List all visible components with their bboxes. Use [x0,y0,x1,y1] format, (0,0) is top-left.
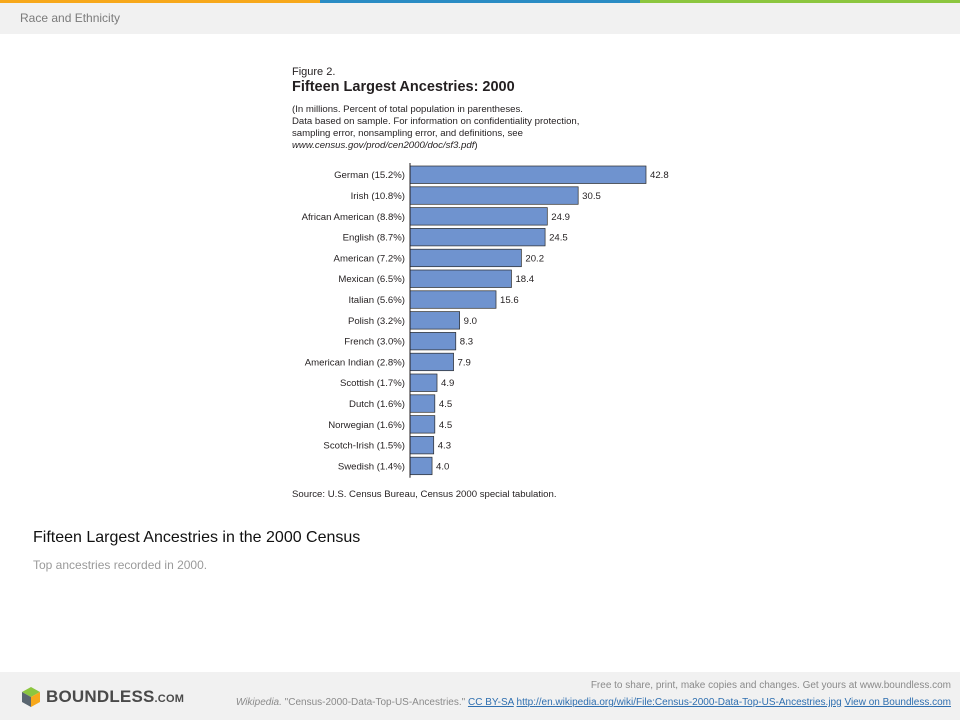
value-label: 4.5 [439,420,452,431]
caption-title: Fifteen Largest Ancestries in the 2000 C… [33,529,361,546]
category-label: African American (8.8%) [302,212,405,223]
category-label: English (8.7%) [343,233,405,244]
bar [409,269,512,288]
category-label: Scottish (1.7%) [340,378,405,389]
bar [409,415,436,434]
attribution-title: "Census-2000-Data-Top-US-Ancestries." [284,697,466,708]
bar [409,394,436,413]
figure-source: Source: U.S. Census Bureau, Census 2000 … [292,489,557,500]
figure-note: (In millions. Percent of total populatio… [292,104,579,151]
value-label: 42.8 [650,170,669,181]
figure-label: Figure 2. [292,66,335,78]
bar [409,311,460,330]
value-label: 18.4 [515,274,534,285]
category-label: Scotch-Irish (1.5%) [323,441,405,452]
bar [409,248,522,268]
bar [409,228,546,247]
note-line: Data based on sample. For information on… [292,116,579,127]
note-line: (In millions. Percent of total populatio… [292,104,523,115]
bar [409,352,454,372]
attribution-source: Wikipedia. [235,697,282,708]
category-label: Mexican (6.5%) [338,274,405,285]
note-line: sampling error, nonsampling error, and d… [292,128,523,139]
bar [409,436,435,455]
value-label: 24.5 [549,233,568,244]
footer-attribution: Wikipedia. "Census-2000-Data-Top-US-Ance… [236,697,951,708]
caption-subtitle: Top ancestries recorded in 2000. [33,558,208,572]
value-label: 8.3 [460,337,473,348]
cube-logo-icon [22,687,40,707]
value-label: 7.9 [458,357,471,368]
boundless-logo[interactable]: BOUNDLESS.COM [20,686,184,708]
value-label: 15.6 [500,295,519,306]
category-label: American (7.2%) [334,253,405,264]
bar [409,207,548,226]
category-label: Norwegian (1.6%) [328,420,405,431]
bar-plot-area: German (15.2%) 42.8 Irish (10.8%) 30.5 Afric… [302,163,669,478]
note-url-line: www.census.gov/prod/cen2000/doc/sf3.pdf) [292,140,478,151]
value-label: 20.2 [525,253,544,264]
value-label: 4.3 [438,441,451,452]
top-color-stripe [0,0,960,3]
bar [409,373,438,392]
value-label: 4.5 [439,399,452,410]
category-label: Dutch (1.6%) [349,399,405,410]
stripe-green [640,0,960,3]
value-label: 30.5 [582,191,601,202]
category-label: American Indian (2.8%) [305,357,405,368]
logo-wordmark: BOUNDLESS.COM [46,687,184,707]
bar [409,456,433,476]
stripe-orange [0,0,320,3]
bar [409,165,647,184]
category-label: German (15.2%) [334,170,405,181]
category-label: Italian (5.6%) [348,295,405,306]
logo-main: BOUNDLESS [46,687,155,706]
bar [409,332,457,351]
value-label: 24.9 [551,212,570,223]
bar [409,290,497,309]
slide-header: Race and Ethnicity [0,3,960,34]
logo-suffix: .COM [154,693,185,705]
footer-license-note: Free to share, print, make copies and ch… [590,680,951,691]
bar [409,186,579,205]
value-label: 4.9 [441,378,454,389]
category-label: Swedish (1.4%) [338,461,405,472]
note-url[interactable]: www.census.gov/prod/cen2000/doc/sf3.pdf [292,140,476,151]
value-label: 9.0 [464,316,477,327]
category-label: Polish (3.2%) [348,316,405,327]
chart-title: Fifteen Largest Ancestries: 2000 [292,79,515,95]
category-label: Irish (10.8%) [351,191,405,202]
view-on-boundless-link[interactable]: View on Boundless.com [844,697,951,708]
note-url-suffix: ) [474,140,477,151]
category-label: French (3.0%) [344,337,405,348]
source-url-link[interactable]: http://en.wikipedia.org/wiki/File:Census… [516,697,842,708]
slide-section-title: Race and Ethnicity [20,11,121,25]
ancestry-figure: Figure 2. Fifteen Largest Ancestries: 20… [292,66,669,500]
value-label: 4.0 [436,461,449,472]
footer: BOUNDLESS.COM Free to share, print, make… [0,672,960,720]
license-link[interactable]: CC BY-SA [467,697,514,708]
stripe-blue [320,0,640,3]
